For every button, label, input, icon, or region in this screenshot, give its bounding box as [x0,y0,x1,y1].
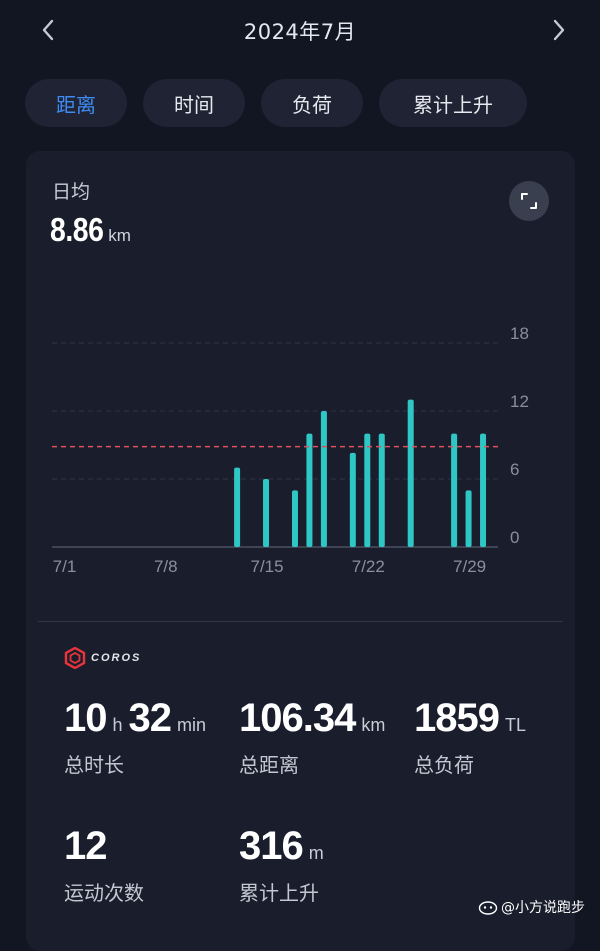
tab-distance[interactable]: 距离 [25,79,127,127]
total-time-hours-unit: h [112,715,123,735]
stat-total-load: 1859 TL 总负荷 [414,696,532,778]
daily-distance-chart: 18 12 6 0 7/1 7/8 7/15 7/22 7/29 [52,324,529,576]
stat-total-ascent: 316 m 累计上升 [239,824,330,906]
x-tick-label: 7/15 [250,557,283,576]
tab-time[interactable]: 时间 [143,79,245,127]
chart-bar [291,490,298,547]
total-time-minutes-unit: min [177,715,207,735]
expand-chart-button[interactable] [509,181,549,221]
total-ascent-label: 累计上升 [239,881,319,905]
tab-ascent[interactable]: 累计上升 [379,79,527,127]
next-month-button[interactable] [541,12,577,48]
activity-count-label: 运动次数 [64,881,144,905]
x-tick-label: 7/1 [53,557,77,576]
stat-total-time: 10 h 32 min 总时长 [64,696,212,778]
month-title[interactable]: 2024年7月 [243,20,357,44]
total-ascent-value: 316 [239,824,304,868]
chart-bar [234,467,241,547]
total-load-label: 总负荷 [414,753,474,777]
activity-count-value: 12 [64,824,107,868]
stats-card: 日均 8.86 km 18 12 6 0 7/1 7/8 7/15 7/22 7/29 CORO… [26,151,575,951]
daily-average-unit: km [108,226,131,245]
chart-bar [451,433,458,547]
watermark: @小方说跑步 [478,897,585,917]
chart-bar [407,399,414,547]
divider [38,621,563,622]
y-tick-label: 0 [510,528,519,547]
stat-activity-count: 12 运动次数 [64,824,144,906]
y-tick-label: 12 [510,392,529,411]
total-time-label: 总时长 [64,753,124,777]
chart-bar [349,452,356,547]
chart-bar [263,479,270,547]
chart-bar [480,433,487,547]
total-ascent-unit: m [308,843,324,863]
daily-average-number: 8.86 [50,211,104,248]
chart-bar [465,490,472,547]
stat-total-distance: 106.34 km 总距离 [239,696,391,778]
total-distance-label: 总距离 [239,753,299,777]
x-tick-label: 7/22 [352,557,385,576]
y-tick-label: 6 [510,460,519,479]
chart-bar [306,433,313,547]
y-tick-label: 18 [510,324,529,343]
total-load-value: 1859 [414,696,500,740]
x-tick-label: 7/8 [154,557,178,576]
prev-month-button[interactable] [30,12,66,48]
total-distance-value: 106.34 [239,696,356,740]
total-time-hours: 10 [64,696,107,740]
coros-logo: COROS [64,647,141,669]
month-header: 2024年7月 [0,0,600,62]
chevron-right-icon [553,19,565,41]
total-distance-unit: km [361,715,386,735]
total-load-unit: TL [504,715,526,735]
toutiao-icon [478,901,498,915]
x-tick-label: 7/29 [453,557,486,576]
chart-bar [378,433,385,547]
daily-average-value: 8.86 km [50,211,131,249]
chart-bar [320,411,327,547]
chevron-left-icon [42,19,54,41]
total-time-minutes: 32 [128,696,172,740]
watermark-text: @小方说跑步 [501,900,585,916]
metric-tabs: 距离 时间 负荷 累计上升 [25,79,543,127]
chart-bar [364,433,371,547]
expand-icon [521,193,537,209]
coros-hexagon-icon [64,647,86,669]
daily-average-label: 日均 [52,181,91,203]
coros-logo-text: COROS [91,652,142,664]
tab-load[interactable]: 负荷 [261,79,363,127]
